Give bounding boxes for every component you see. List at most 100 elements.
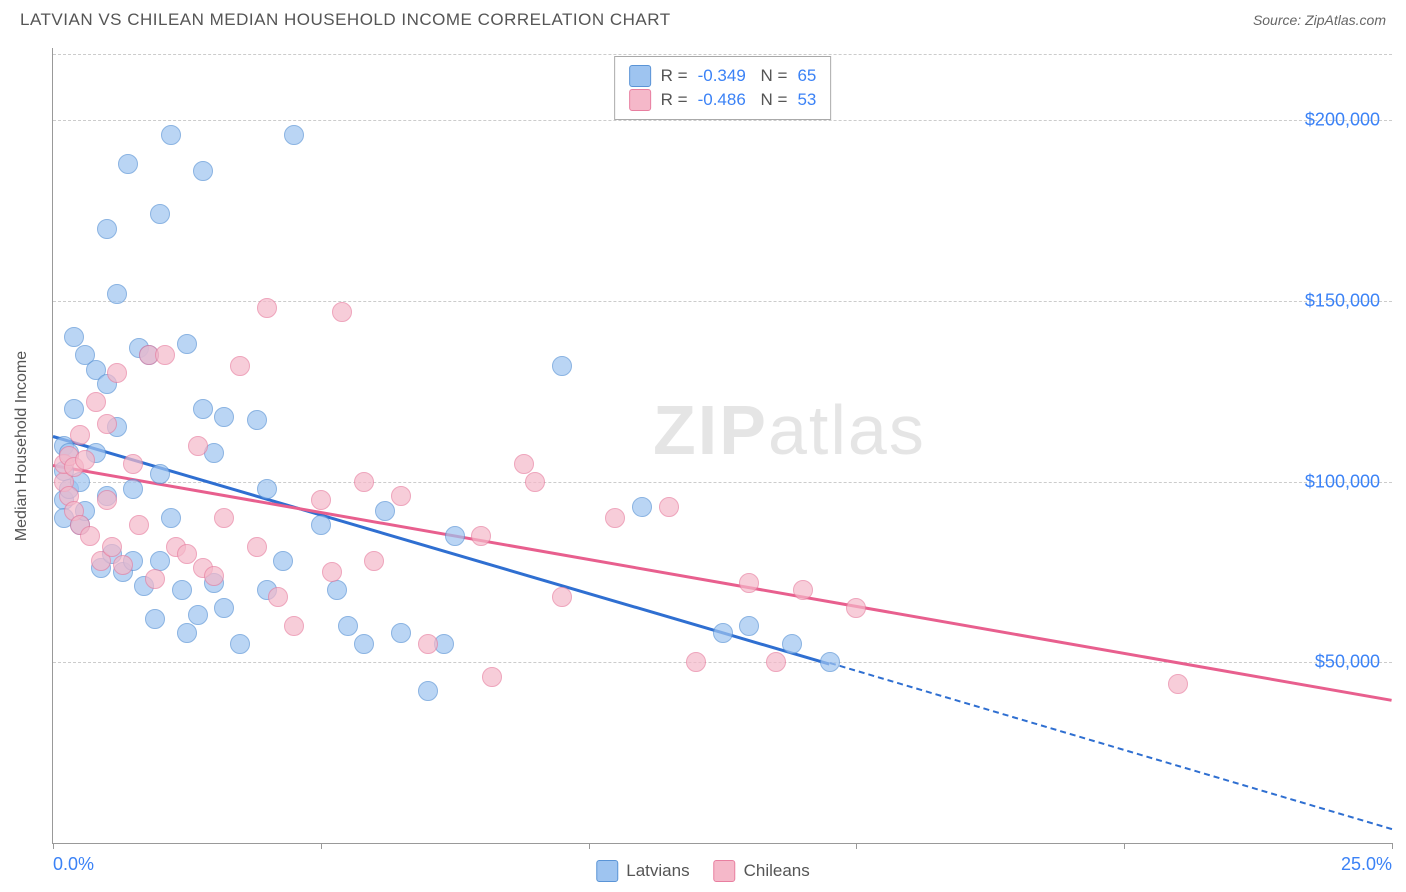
data-point-latvians xyxy=(247,410,267,430)
legend: Latvians Chileans xyxy=(596,860,809,882)
data-point-latvians xyxy=(177,623,197,643)
source-attribution: Source: ZipAtlas.com xyxy=(1253,12,1386,28)
data-point-chileans xyxy=(257,298,277,318)
gridline xyxy=(53,120,1392,121)
data-point-latvians xyxy=(161,508,181,528)
data-point-latvians xyxy=(97,219,117,239)
x-tick xyxy=(1392,843,1393,849)
data-point-latvians xyxy=(188,605,208,625)
data-point-latvians xyxy=(284,125,304,145)
data-point-latvians xyxy=(739,616,759,636)
x-tick xyxy=(321,843,322,849)
x-tick xyxy=(1124,843,1125,849)
data-point-chileans xyxy=(70,425,90,445)
scatter-plot-area: ZIPatlas R =-0.349 N =65 R =-0.486 N =53… xyxy=(52,48,1392,844)
y-axis-label: Median Household Income xyxy=(13,351,31,541)
data-point-latvians xyxy=(193,161,213,181)
data-point-latvians xyxy=(327,580,347,600)
data-point-chileans xyxy=(75,450,95,470)
data-point-chileans xyxy=(123,454,143,474)
data-point-chileans xyxy=(311,490,331,510)
data-point-chileans xyxy=(177,544,197,564)
r-value-latvians: -0.349 xyxy=(698,66,746,86)
x-tick-label: 25.0% xyxy=(1341,854,1392,875)
data-point-latvians xyxy=(177,334,197,354)
data-point-latvians xyxy=(257,479,277,499)
data-point-chileans xyxy=(793,580,813,600)
r-value-chileans: -0.486 xyxy=(698,90,746,110)
data-point-latvians xyxy=(64,327,84,347)
data-point-chileans xyxy=(364,551,384,571)
gridline xyxy=(53,54,1392,55)
trend-line xyxy=(53,464,1393,702)
x-tick-label: 0.0% xyxy=(53,854,94,875)
swatch-chileans-legend xyxy=(714,860,736,882)
data-point-chileans xyxy=(739,573,759,593)
data-point-chileans xyxy=(97,414,117,434)
data-point-chileans xyxy=(846,598,866,618)
data-point-chileans xyxy=(214,508,234,528)
y-tick-label: $150,000 xyxy=(1305,290,1380,311)
data-point-latvians xyxy=(230,634,250,654)
data-point-latvians xyxy=(391,623,411,643)
data-point-latvians xyxy=(64,399,84,419)
data-point-chileans xyxy=(129,515,149,535)
data-point-latvians xyxy=(123,479,143,499)
data-point-latvians xyxy=(214,407,234,427)
y-tick-label: $200,000 xyxy=(1305,110,1380,131)
data-point-latvians xyxy=(354,634,374,654)
data-point-chileans xyxy=(418,634,438,654)
legend-label-latvians: Latvians xyxy=(626,861,689,881)
data-point-chileans xyxy=(766,652,786,672)
data-point-latvians xyxy=(338,616,358,636)
data-point-latvians xyxy=(150,551,170,571)
data-point-latvians xyxy=(214,598,234,618)
legend-item-chileans: Chileans xyxy=(714,860,810,882)
data-point-chileans xyxy=(145,569,165,589)
y-tick-label: $50,000 xyxy=(1315,652,1380,673)
data-point-latvians xyxy=(552,356,572,376)
n-value-chileans: 53 xyxy=(797,90,816,110)
data-point-chileans xyxy=(247,537,267,557)
x-tick xyxy=(589,843,590,849)
data-point-chileans xyxy=(514,454,534,474)
data-point-chileans xyxy=(102,537,122,557)
swatch-latvians xyxy=(629,65,651,87)
gridline xyxy=(53,301,1392,302)
data-point-chileans xyxy=(80,526,100,546)
data-point-chileans xyxy=(686,652,706,672)
data-point-latvians xyxy=(820,652,840,672)
data-point-chileans xyxy=(230,356,250,376)
data-point-chileans xyxy=(113,555,133,575)
data-point-chileans xyxy=(107,363,127,383)
data-point-latvians xyxy=(193,399,213,419)
data-point-latvians xyxy=(161,125,181,145)
data-point-chileans xyxy=(284,616,304,636)
data-point-chileans xyxy=(659,497,679,517)
y-tick-label: $100,000 xyxy=(1305,471,1380,492)
chart-title: LATVIAN VS CHILEAN MEDIAN HOUSEHOLD INCO… xyxy=(20,10,671,30)
data-point-chileans xyxy=(354,472,374,492)
data-point-latvians xyxy=(273,551,293,571)
data-point-chileans xyxy=(525,472,545,492)
legend-label-chileans: Chileans xyxy=(744,861,810,881)
swatch-chileans xyxy=(629,89,651,111)
stats-row-latvians: R =-0.349 N =65 xyxy=(629,65,817,87)
data-point-latvians xyxy=(713,623,733,643)
data-point-latvians xyxy=(418,681,438,701)
data-point-latvians xyxy=(150,464,170,484)
data-point-latvians xyxy=(150,204,170,224)
data-point-chileans xyxy=(552,587,572,607)
correlation-stats-box: R =-0.349 N =65 R =-0.486 N =53 xyxy=(614,56,832,120)
legend-item-latvians: Latvians xyxy=(596,860,689,882)
data-point-latvians xyxy=(145,609,165,629)
data-point-chileans xyxy=(268,587,288,607)
data-point-chileans xyxy=(1168,674,1188,694)
data-point-chileans xyxy=(86,392,106,412)
x-tick xyxy=(53,843,54,849)
data-point-chileans xyxy=(97,490,117,510)
data-point-latvians xyxy=(172,580,192,600)
data-point-latvians xyxy=(118,154,138,174)
gridline xyxy=(53,482,1392,483)
data-point-chileans xyxy=(471,526,491,546)
